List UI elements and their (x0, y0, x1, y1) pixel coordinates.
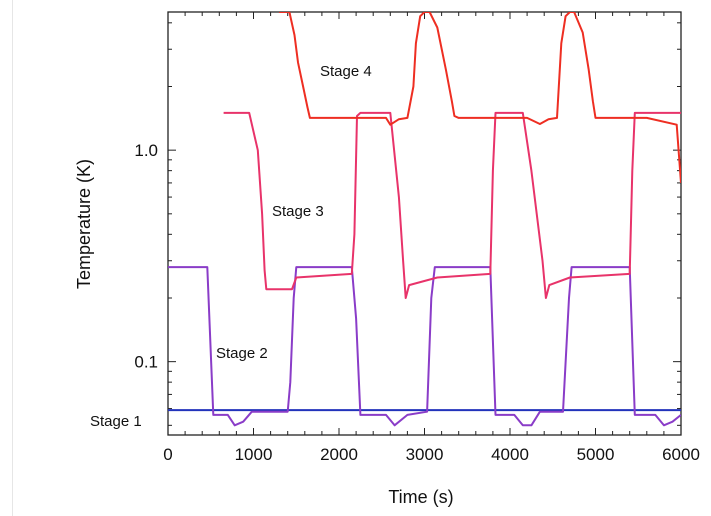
x-tick-label: 4000 (491, 445, 529, 464)
plot-frame (167, 11, 682, 436)
y-axis-title: Temperature (K) (74, 159, 94, 289)
annotation-stage-4: Stage 4 (320, 63, 372, 80)
series-line-stage-3 (223, 111, 681, 299)
series-line-stage-4 (279, 12, 681, 183)
axes: 0 1000 2000 3000 4000 5000 6000 0.1 1.0 (134, 11, 700, 464)
series-line-stage-2 (168, 266, 681, 427)
page-edge-line (12, 0, 13, 516)
x-tick-label: 3000 (406, 445, 444, 464)
y-tick-label: 1.0 (134, 141, 158, 160)
annotation-stage-2: Stage 2 (216, 345, 268, 362)
x-axis-title: Time (s) (388, 487, 453, 507)
series-group (168, 12, 681, 427)
y-tick-label: 0.1 (134, 353, 158, 372)
annotation-stage-3: Stage 3 (272, 203, 324, 220)
x-tick-label: 0 (163, 445, 172, 464)
annotation-stage-1: Stage 1 (90, 413, 142, 430)
x-tick-label: 2000 (320, 445, 358, 464)
x-tick-label: 1000 (235, 445, 273, 464)
series-lines (168, 12, 681, 427)
x-tick-label: 6000 (662, 445, 700, 464)
x-tick-label: 5000 (577, 445, 615, 464)
